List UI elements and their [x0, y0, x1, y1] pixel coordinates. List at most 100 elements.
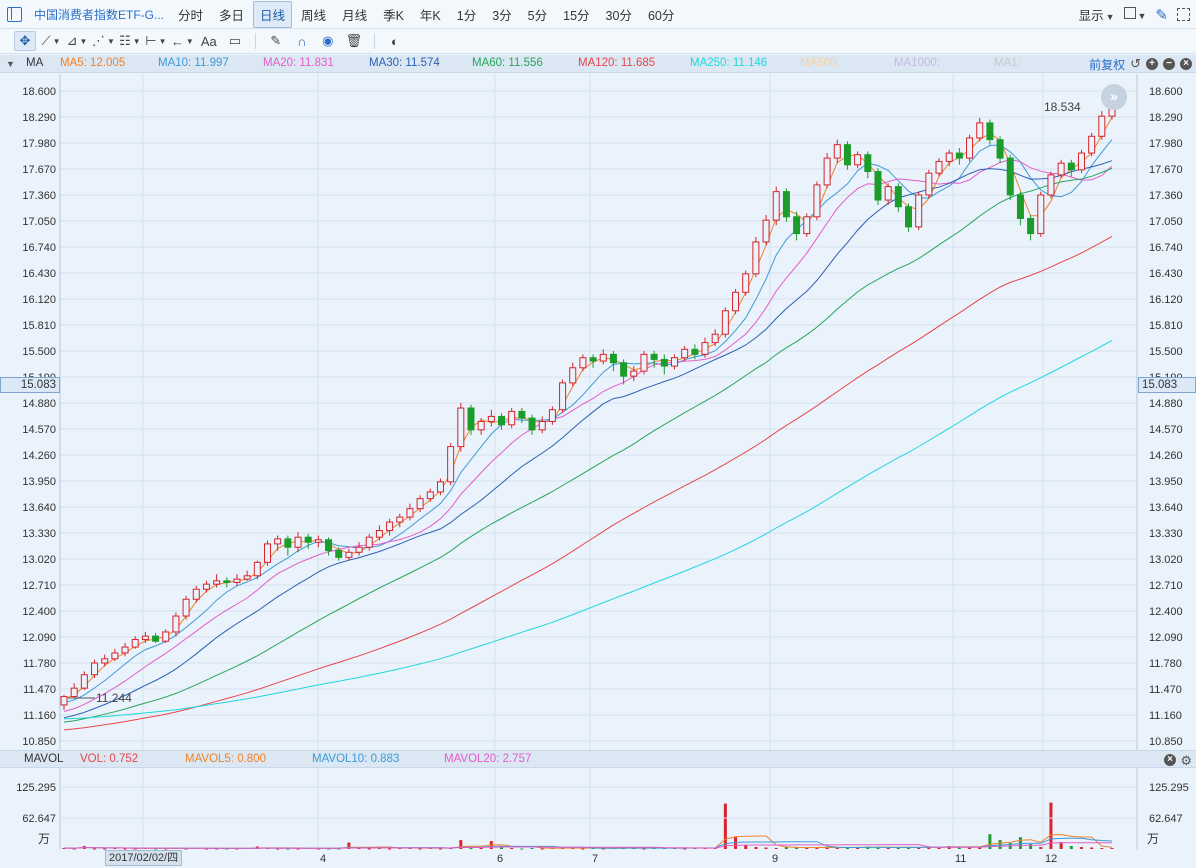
expand-chart-icon[interactable]: » — [1101, 84, 1127, 110]
candle-body — [640, 353, 648, 372]
price-tick-label: 12.400 — [1149, 606, 1183, 618]
chevron-down-icon: ▼ — [52, 36, 61, 46]
text-tool-icon[interactable]: Aa — [200, 33, 217, 49]
candle-body — [579, 357, 587, 369]
volume-bar — [113, 848, 117, 850]
layout-select-button[interactable]: ▼ — [1123, 7, 1146, 22]
price-tick-label: 17.980 — [22, 138, 56, 150]
ma-legend-item: MA1: — [994, 57, 1021, 69]
period-tab[interactable]: 年K — [419, 8, 441, 23]
vol-legend-item: MAVOL20: 2.757 — [444, 753, 532, 765]
candle-body — [1057, 162, 1065, 176]
candle-body — [172, 615, 180, 633]
top-toolbar: 中国消费者指数ETF-G... 分时 多日 日线 周线 月线 季K 年K 1分 3分 5分 15分 3… — [0, 0, 1196, 29]
price-tick-label: 13.950 — [1149, 476, 1183, 488]
period-tab[interactable]: 1分 — [456, 8, 477, 23]
add-icon[interactable]: + — [1146, 58, 1158, 70]
collapse-icon[interactable]: ▼ — [6, 59, 15, 69]
crosshair-tool-icon[interactable]: ✥ — [14, 31, 36, 51]
price-tick-label: 16.120 — [1149, 294, 1183, 306]
sidebar-toggle-icon[interactable] — [0, 0, 28, 29]
period-tab[interactable]: 日线 — [253, 0, 293, 28]
candle-body — [325, 539, 333, 552]
period-tab[interactable]: 60分 — [647, 8, 675, 23]
candle — [202, 580, 210, 593]
volume-bar — [286, 848, 290, 850]
fib-tool-button[interactable]: ☷ ▼ — [119, 31, 141, 51]
candle — [650, 351, 658, 368]
trash-icon[interactable]: 🗑 — [345, 33, 363, 48]
candle — [599, 349, 607, 365]
magnet-icon[interactable]: ∩ — [297, 33, 307, 49]
period-tab[interactable]: 15分 — [563, 8, 590, 23]
candle — [141, 631, 149, 643]
close-icon[interactable]: × — [1180, 58, 1192, 70]
price-tick-label: 18.600 — [22, 86, 56, 98]
comment-tool-icon[interactable]: ▭ — [228, 33, 241, 48]
period-tab[interactable]: 月线 — [342, 8, 368, 23]
fullscreen-icon[interactable] — [1177, 8, 1190, 21]
pen-icon[interactable]: ✎ — [1155, 6, 1168, 24]
candle-body — [915, 194, 923, 228]
volume-bar — [215, 848, 219, 850]
candle — [162, 629, 170, 643]
candle — [447, 443, 455, 486]
eye-icon[interactable]: ◉ — [322, 33, 334, 48]
candle — [782, 188, 790, 222]
candle-body — [925, 172, 933, 196]
candle — [955, 148, 963, 165]
price-tick-label: 14.260 — [22, 450, 56, 462]
ma-legend-item: MA20: 11.831 — [263, 57, 334, 69]
volume-bar — [683, 848, 687, 850]
remove-icon[interactable]: − — [1163, 58, 1175, 70]
settings-gear-icon[interactable]: ⚙ — [1180, 753, 1192, 768]
candle-body — [284, 538, 292, 548]
line-tool-button[interactable]: ⟋ ▼ — [40, 31, 62, 51]
ma-legend-item: MA120: 11.685 — [578, 57, 656, 69]
undo-icon[interactable]: ↺ — [1130, 56, 1141, 71]
candle-body — [843, 144, 851, 166]
period-tab[interactable]: 3分 — [492, 8, 512, 23]
price-tick-label: 15.500 — [22, 346, 56, 358]
candle — [182, 595, 190, 620]
period-tab[interactable]: 周线 — [301, 8, 327, 23]
adjust-mode-button[interactable]: 前复权 — [1089, 57, 1126, 72]
period-tab[interactable]: 分时 — [178, 8, 204, 23]
candle-body — [681, 348, 689, 359]
candle-body — [406, 508, 414, 518]
candle — [111, 648, 119, 662]
wave-tool-button[interactable]: ⋰ ▼ — [92, 31, 115, 51]
toggle-icon[interactable]: ◐ — [390, 33, 399, 49]
candle — [253, 560, 261, 580]
period-tab[interactable]: 5分 — [527, 8, 548, 23]
candle — [426, 488, 434, 502]
candle — [620, 359, 628, 385]
symbol-name[interactable]: 中国消费者指数ETF-G... — [34, 7, 164, 22]
eraser-icon[interactable]: ✎ — [270, 33, 282, 48]
drawing-toolbar: ✥ ⟋ ▼ ⊿ ▼ ⋰ ▼ ☷ ▼ ⊢ ▼ ← ▼ Aa ▭ ✎ ∩ ◉ 🗑 ◐ — [0, 29, 1196, 54]
volume-tick-label: 125.295 — [1149, 782, 1189, 794]
channel-tool-button[interactable]: ⊿ ▼ — [66, 31, 88, 51]
candle — [1016, 191, 1024, 226]
arrow-tool-button[interactable]: ← ▼ — [171, 31, 194, 51]
period-tab[interactable]: 季K — [383, 8, 404, 23]
measure-tool-button[interactable]: ⊢ ▼ — [145, 31, 167, 51]
arrow-left-icon: ← — [170, 33, 184, 49]
candle-body — [701, 342, 709, 355]
candle — [1067, 159, 1075, 177]
candle-body — [803, 216, 811, 235]
candle — [325, 537, 333, 556]
vol-legend-bar: MAVOL VOL: 0.752 MAVOL5: 0.800 MAVOL10: 0.… — [0, 750, 1196, 768]
candle — [70, 683, 78, 699]
candle — [396, 513, 404, 528]
price-tick-label: 17.980 — [1149, 138, 1183, 150]
close-icon[interactable]: × — [1164, 754, 1176, 766]
display-menu-button[interactable]: 显示 ▼ — [1079, 5, 1115, 24]
period-tab[interactable]: 多日 — [219, 8, 245, 23]
volume-bar — [418, 848, 422, 850]
candle — [630, 366, 638, 382]
price-tick-label: 18.290 — [22, 112, 56, 124]
period-tab[interactable]: 30分 — [605, 8, 632, 23]
volume-bar — [235, 848, 239, 850]
